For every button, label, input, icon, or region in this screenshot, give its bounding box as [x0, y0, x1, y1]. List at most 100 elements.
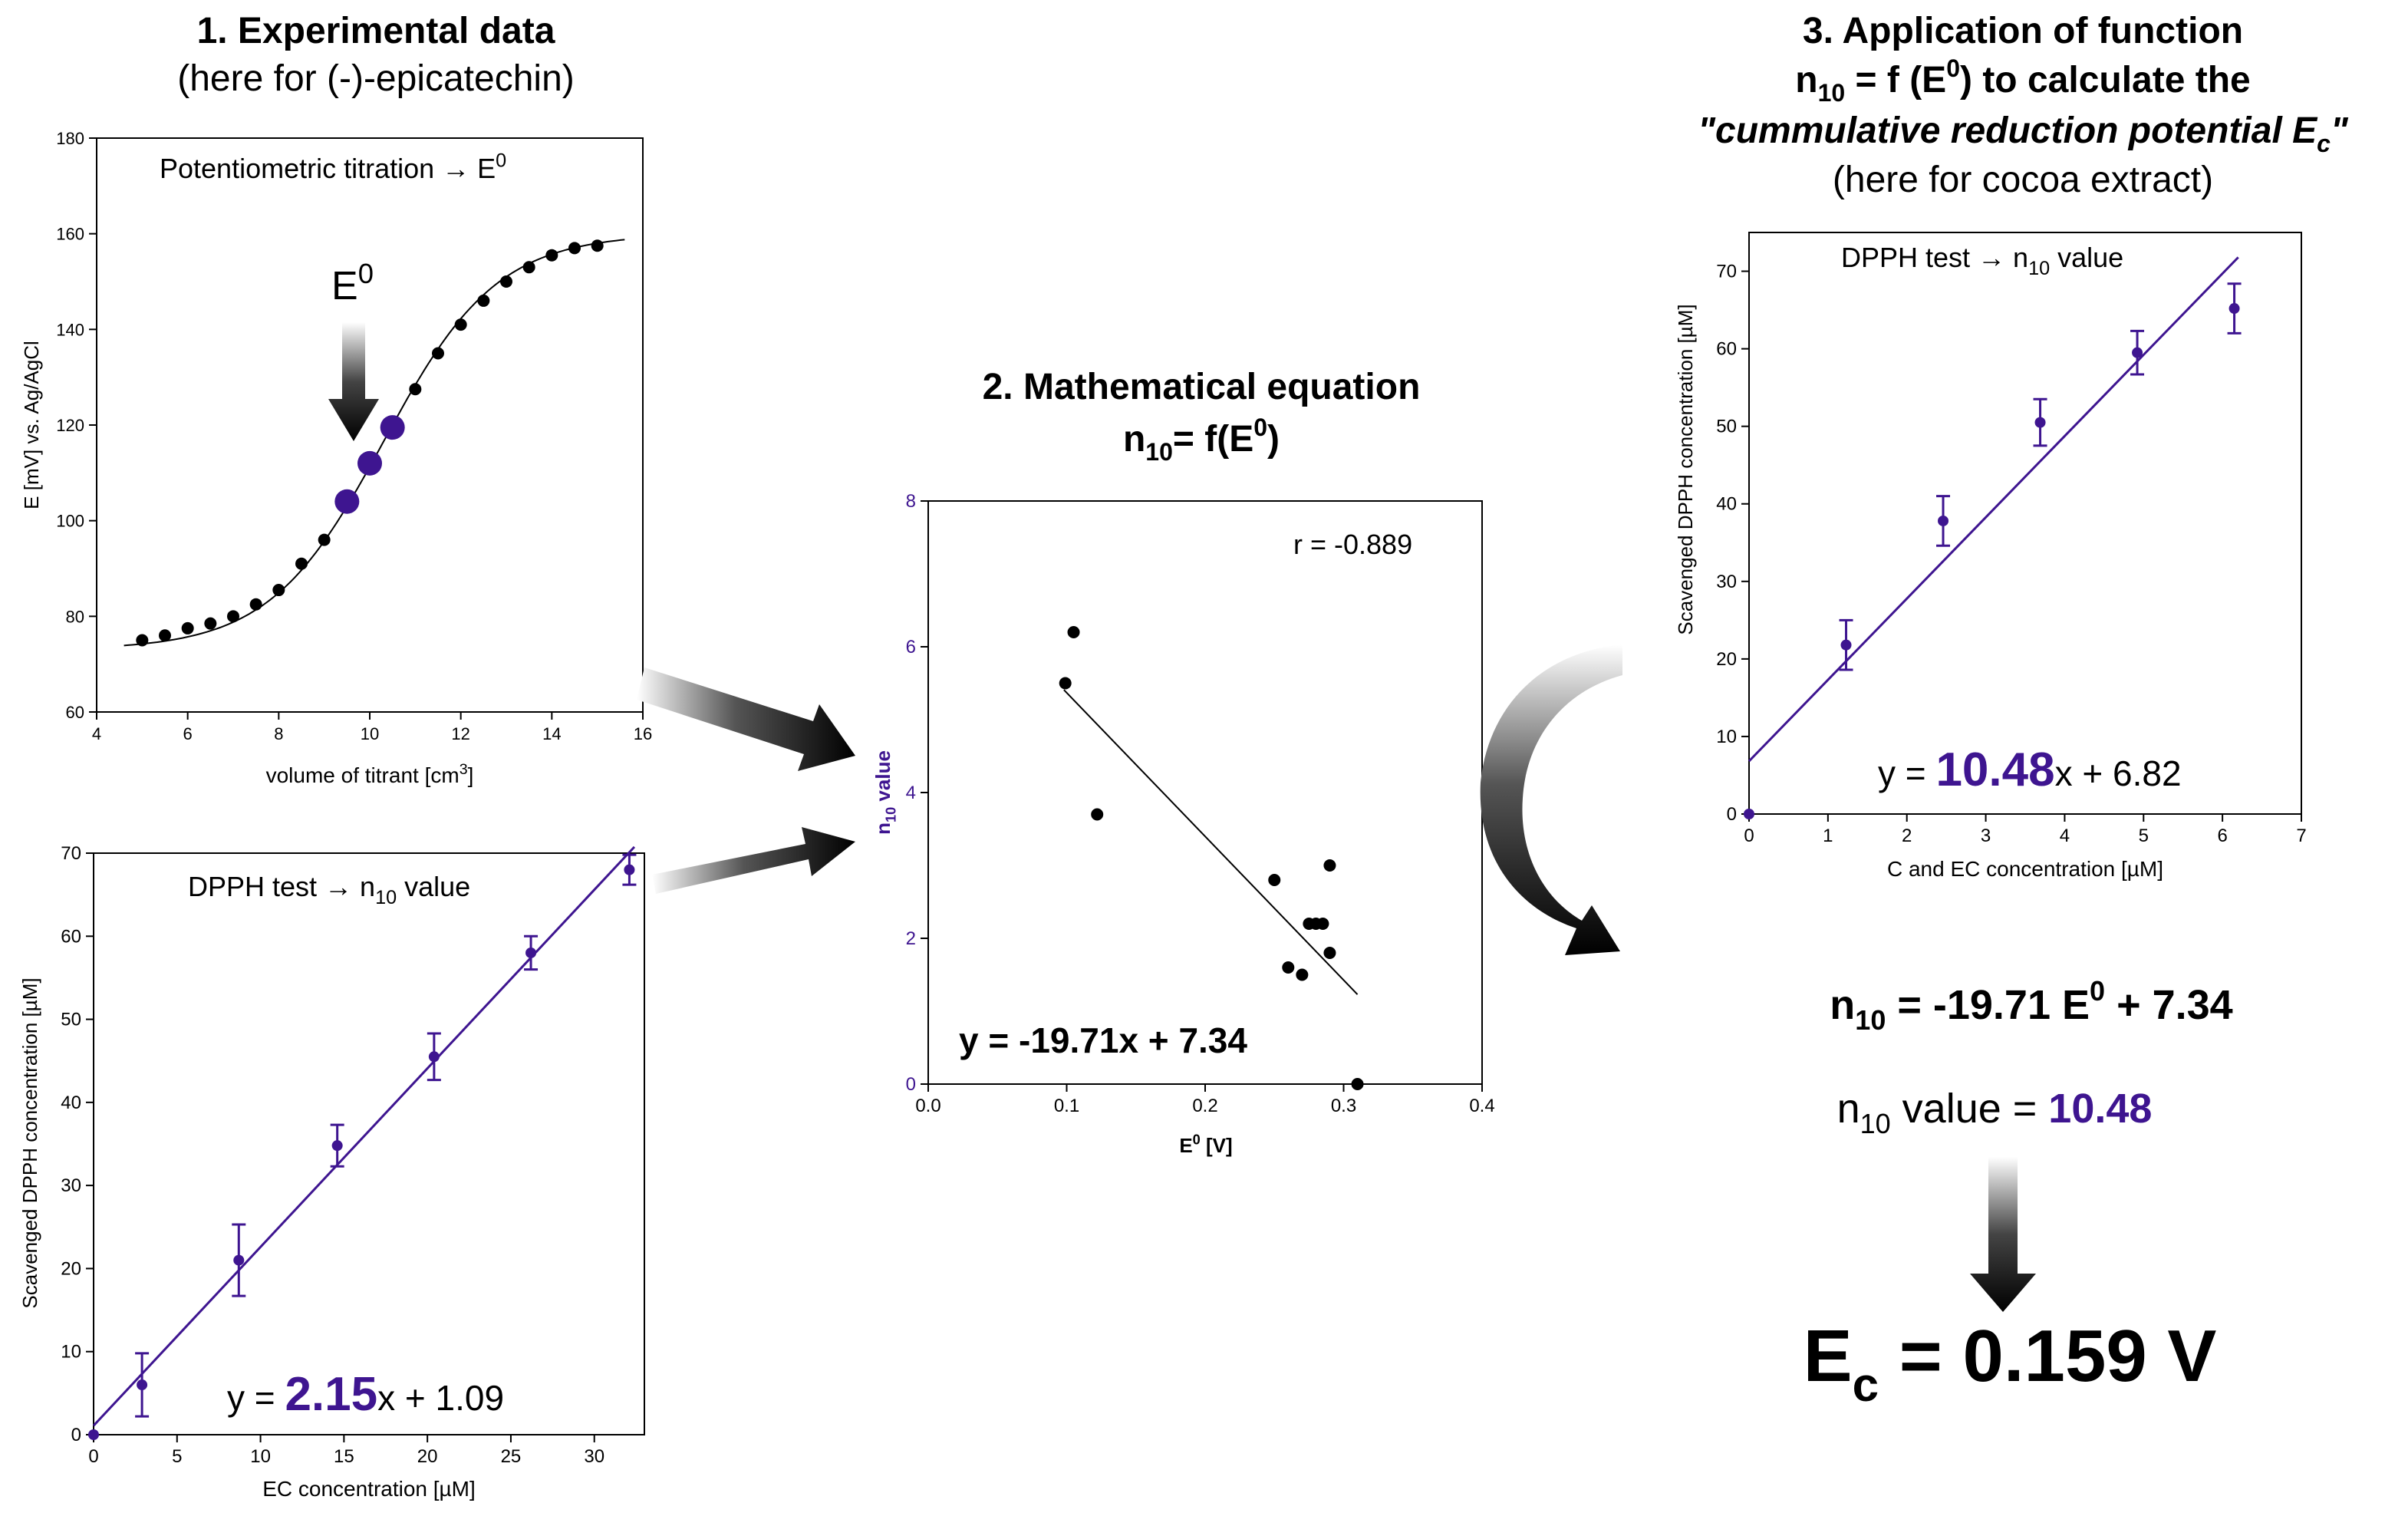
result-ec: Ec = 0.159 V: [1804, 1315, 2217, 1412]
titration-point: [204, 617, 217, 630]
x-tick-label: 15: [334, 1446, 354, 1467]
data-point: [2034, 417, 2046, 428]
y-axis-label: n10 value: [871, 750, 898, 835]
chart-title: Potentiometric titration → E0: [160, 150, 506, 184]
y-tick-label: 70: [1716, 262, 1737, 282]
section3-title-line3: "cummulative reduction potential Ec": [1698, 110, 2349, 157]
fit-line: [92, 845, 636, 1427]
x-tick-label: 0.0: [915, 1096, 940, 1116]
y-tick-label: 6: [906, 637, 916, 658]
section1-title-line1: 1. Experimental data: [197, 11, 555, 51]
x-tick-label: 3: [1981, 826, 1991, 846]
y-axis-label: E [mV] vs. Ag/AgCl: [20, 341, 43, 509]
fit-line: [1748, 256, 2239, 763]
titration-point: [409, 383, 422, 396]
section2-title-line1: 2. Mathematical equation: [983, 367, 1421, 407]
e0-point: [357, 450, 382, 476]
x-tick-label: 0.3: [1331, 1096, 1356, 1116]
data-point: [428, 1051, 440, 1063]
y-tick-label: 8: [906, 491, 916, 512]
x-tick-label: 30: [584, 1446, 604, 1467]
y-tick-label: 80: [66, 607, 84, 626]
y-axis-label: Scavenged DPPH concentration [µM]: [18, 977, 41, 1308]
y-tick-label: 140: [56, 320, 84, 339]
chart-title: DPPH test → n10 value: [1841, 242, 2123, 279]
fit-line: [1063, 689, 1359, 995]
data-point: [1840, 639, 1852, 651]
x-tick-label: 0.2: [1192, 1096, 1217, 1116]
x-tick-label: 12: [451, 724, 469, 743]
x-axis-label: volume of titrant [cm3]: [266, 761, 474, 787]
x-tick-label: 0.1: [1054, 1096, 1079, 1116]
n10-highlight-value: 10.48: [2048, 1086, 2152, 1132]
arrow-dpph-to-equation: [652, 827, 855, 894]
section3-title-line4: (here for cocoa extract): [1833, 160, 2213, 200]
curved-arrow-icon: [1480, 644, 1622, 955]
section1-title-line2: (here for (-)-epicatechin): [177, 58, 575, 99]
y-tick-label: 20: [1716, 649, 1737, 670]
data-point: [1296, 968, 1309, 981]
x-tick-label: 25: [501, 1446, 522, 1467]
x-tick-label: 5: [2139, 826, 2149, 846]
y-tick-label: 4: [906, 783, 916, 803]
arrow-right-icon: [652, 827, 855, 894]
section3-title-line1: 3. Application of function: [1803, 11, 2243, 51]
data-point: [1091, 808, 1104, 821]
x-tick-label: 16: [634, 724, 652, 743]
data-point: [88, 1429, 99, 1440]
x-tick-label: 0.4: [1469, 1096, 1494, 1116]
titration-point: [432, 347, 444, 360]
x-tick-label: 8: [274, 724, 283, 743]
titration-point: [454, 318, 467, 331]
y-axis-label: Scavenged DPPH concentration [µM]: [1674, 304, 1697, 634]
titration-curve: [124, 239, 625, 647]
data-point: [2132, 347, 2143, 358]
x-tick-label: 14: [542, 724, 561, 743]
n10-vs-e0-chart: 0.0 0.1 0.2 0.3 0.4 0 2 4 6 8 r = -0.889 y = -19.71…: [871, 491, 1495, 1157]
y-tick-label: 50: [1716, 417, 1737, 437]
y-tick-label: 100: [56, 512, 84, 531]
titration-point: [249, 598, 262, 611]
y-tick-label: 60: [66, 703, 84, 722]
x-tick-label: 2: [1902, 826, 1912, 846]
plot-frame: [1748, 232, 2302, 815]
x-tick-label: 4: [92, 724, 101, 743]
titration-point: [136, 634, 149, 647]
y-tick-label: 120: [56, 416, 84, 435]
dpph-ec-chart: 0 5 10 15 20 25 30 0 10 20 30 40 50 60 70 DPPH test → n…: [18, 843, 645, 1501]
arrow-n10-to-ec: [1970, 1157, 2036, 1312]
data-point: [1268, 874, 1281, 886]
y-tick-label: 20: [61, 1258, 81, 1279]
plot-frame: [927, 500, 1483, 1085]
y-tick-label: 0: [71, 1425, 81, 1445]
arrow-titration-to-equation: [637, 667, 855, 771]
data-point: [1323, 947, 1336, 959]
x-tick-label: 10: [250, 1446, 271, 1467]
y-tick-label: 0: [906, 1074, 916, 1095]
data-point: [233, 1254, 245, 1266]
titration-point: [568, 242, 581, 255]
y-tick-label: 70: [61, 843, 81, 864]
data-point: [624, 864, 635, 875]
x-tick-label: 0: [88, 1446, 98, 1467]
data-point: [331, 1140, 343, 1152]
y-tick-label: 50: [61, 1010, 81, 1030]
data-point: [1744, 809, 1754, 819]
fit-equation: y = 10.48x + 6.82: [1878, 743, 2182, 796]
y-tick-label: 160: [56, 225, 84, 244]
titration-chart: 4 6 8 10 12 14 16 60 80 100 120 140 160 180 Potentiome…: [20, 129, 652, 787]
y-tick-label: 2: [906, 928, 916, 949]
arrow-right-icon: [637, 667, 855, 771]
e0-point: [334, 489, 360, 514]
correlation-label: r = -0.889: [1293, 529, 1412, 560]
result-n10-value: n10 value = 10.48: [1837, 1086, 2153, 1139]
titration-point: [227, 610, 239, 623]
x-axis-label: E0 [V]: [1179, 1132, 1232, 1157]
x-tick-label: 4: [2060, 826, 2070, 846]
x-tick-label: 0: [1744, 826, 1754, 846]
titration-point: [295, 557, 308, 570]
data-point: [1282, 961, 1295, 974]
x-tick-label: 1: [1823, 826, 1833, 846]
